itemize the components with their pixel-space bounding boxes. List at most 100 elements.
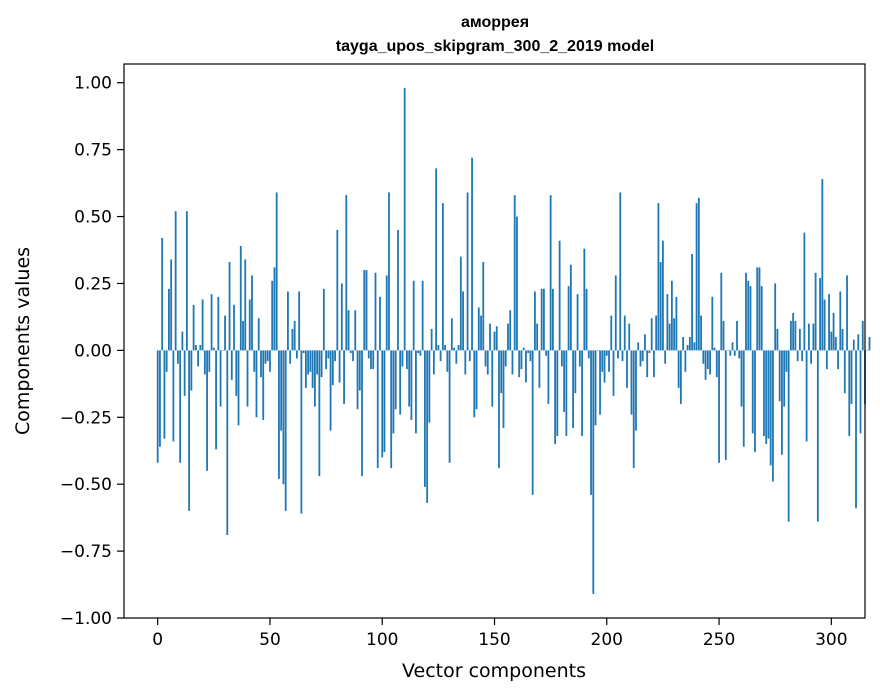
bar-314 <box>861 320 864 351</box>
bar-14 <box>188 350 191 511</box>
bar-58 <box>287 291 289 351</box>
bar-147 <box>486 350 489 375</box>
bar-60 <box>291 328 294 351</box>
bar-228 <box>668 323 671 351</box>
bar-293 <box>814 272 817 351</box>
bar-125 <box>437 345 440 351</box>
bar-8 <box>174 211 177 351</box>
bar-189 <box>581 350 583 437</box>
y-tick-label-3: −0.25 <box>60 408 112 428</box>
bar-83 <box>343 350 345 404</box>
bar-130 <box>448 350 451 463</box>
bar-204 <box>614 275 617 351</box>
bar-177 <box>554 350 557 445</box>
bar-110 <box>403 88 406 351</box>
bar-116 <box>417 350 420 354</box>
bar-158 <box>511 350 514 375</box>
bar-248 <box>713 347 716 351</box>
bar-271 <box>765 350 768 445</box>
bar-55 <box>280 350 283 431</box>
bar-225 <box>662 240 664 351</box>
bar-183 <box>567 286 570 351</box>
bar-106 <box>394 350 397 410</box>
bar-268 <box>758 267 761 351</box>
bar-85 <box>347 310 350 351</box>
bar-153 <box>500 350 503 394</box>
bar-160 <box>516 216 518 351</box>
bar-94 <box>367 350 370 359</box>
bar-127 <box>441 203 444 351</box>
bar-21 <box>203 350 206 375</box>
bar-37 <box>239 245 242 351</box>
bar-179 <box>558 240 561 351</box>
bar-50 <box>269 350 271 372</box>
bar-79 <box>334 350 336 362</box>
bar-32 <box>228 262 231 351</box>
bar-92 <box>363 270 366 351</box>
bar-240 <box>695 203 698 351</box>
bar-270 <box>763 350 765 437</box>
bar-102 <box>385 275 388 351</box>
bar-44 <box>255 350 258 418</box>
bar-119 <box>423 350 426 487</box>
bar-259 <box>738 350 741 359</box>
bar-52 <box>273 267 276 351</box>
bar-219 <box>648 350 651 354</box>
bar-312 <box>857 334 860 351</box>
bar-262 <box>745 272 747 351</box>
bar-290 <box>807 323 810 351</box>
bar-298 <box>825 350 828 370</box>
bar-173 <box>545 350 548 356</box>
bar-2 <box>161 237 164 351</box>
bar-99 <box>379 296 381 351</box>
bar-140 <box>471 157 473 351</box>
bar-257 <box>733 350 736 356</box>
bar-299 <box>828 294 830 351</box>
bar-196 <box>596 350 599 351</box>
bar-163 <box>522 347 525 351</box>
bar-170 <box>538 350 541 388</box>
bar-154 <box>502 350 505 428</box>
y-tick-label-0: −1.00 <box>60 609 112 629</box>
bar-138 <box>466 192 469 351</box>
y-tick-label-5: 0.25 <box>74 274 112 294</box>
bar-260 <box>740 350 743 407</box>
bar-193 <box>590 350 592 495</box>
bar-202 <box>610 315 613 351</box>
bar-249 <box>715 350 718 378</box>
bar-282 <box>790 320 792 351</box>
bar-305 <box>841 328 844 351</box>
bar-266 <box>754 350 756 453</box>
bar-93 <box>365 270 368 351</box>
bar-245 <box>706 350 709 370</box>
bar-89 <box>356 350 359 410</box>
bar-156 <box>507 323 509 351</box>
y-axis: −1.00 −0.75 −0.50 −0.25 0.00 0.25 0.50 0.75 1.00 <box>60 74 124 629</box>
bar-73 <box>320 350 323 378</box>
bar-78 <box>331 350 334 386</box>
bar-137 <box>464 350 467 375</box>
bar-77 <box>329 350 332 431</box>
bar-275 <box>774 283 777 351</box>
bar-276 <box>776 328 779 351</box>
bar-108 <box>399 350 402 415</box>
bar-237 <box>688 336 691 351</box>
bar-20 <box>201 299 204 351</box>
bar-187 <box>576 294 579 351</box>
bar-1 <box>159 350 161 447</box>
bar-309 <box>850 350 853 404</box>
bar-80 <box>336 229 339 351</box>
bar-308 <box>848 350 851 437</box>
bar-151 <box>495 326 498 351</box>
x-tick-label-100: 100 <box>366 630 398 650</box>
bar-103 <box>388 192 390 351</box>
bar-59 <box>289 350 292 364</box>
bar-54 <box>278 350 280 479</box>
bar-267 <box>756 267 759 351</box>
bar-280 <box>785 350 788 372</box>
bar-265 <box>751 350 754 434</box>
bar-264 <box>749 286 752 351</box>
bar-70 <box>313 350 316 407</box>
bar-310 <box>852 339 855 351</box>
x-tick-label-200: 200 <box>591 630 623 650</box>
